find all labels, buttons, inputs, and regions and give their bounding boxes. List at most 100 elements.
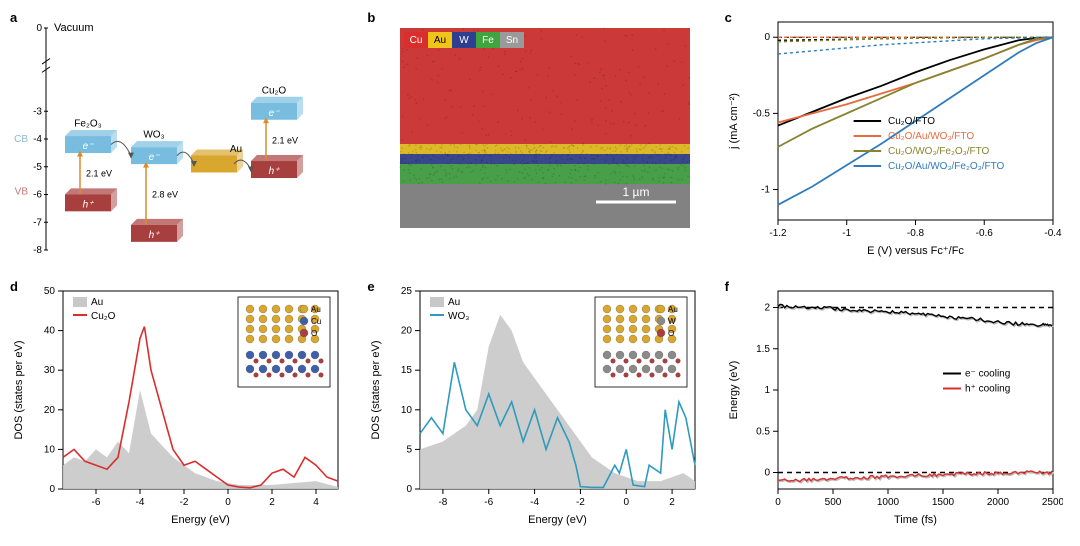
svg-text:Energy (eV): Energy (eV) [528,514,587,526]
svg-text:Cu: Cu [311,317,321,326]
svg-text:10: 10 [401,405,413,416]
panel-e-label: e [367,279,374,294]
svg-text:40: 40 [44,326,56,337]
svg-text:WO₃: WO₃ [143,130,164,141]
svg-text:h⁺: h⁺ [149,230,161,241]
svg-text:1500: 1500 [932,497,955,508]
svg-text:2500: 2500 [1042,497,1063,508]
svg-text:O: O [668,329,674,338]
svg-text:e⁻: e⁻ [269,108,281,119]
svg-text:-4: -4 [33,134,42,145]
panel-d: d -6-4-202401020304050Energy (eV)DOS (st… [8,277,357,538]
svg-text:-6: -6 [33,190,42,201]
svg-text:-0.5: -0.5 [752,108,770,119]
svg-text:-8: -8 [33,245,42,256]
svg-text:Fe: Fe [482,35,494,46]
svg-text:-1: -1 [842,228,851,239]
panel-a-label: a [10,10,17,25]
svg-text:Energy (eV): Energy (eV) [728,361,740,420]
svg-text:2.1 eV: 2.1 eV [86,169,112,179]
svg-text:0: 0 [624,497,630,508]
svg-text:1000: 1000 [877,497,900,508]
svg-text:15: 15 [401,365,413,376]
svg-text:-4: -4 [136,497,145,508]
svg-text:-3: -3 [33,106,42,117]
svg-text:30: 30 [44,365,56,376]
svg-text:W: W [460,35,470,46]
svg-text:0: 0 [225,497,231,508]
svg-text:Cu₂O: Cu₂O [262,85,287,96]
svg-text:2: 2 [269,497,275,508]
svg-text:2.8 eV: 2.8 eV [152,190,178,200]
figure-grid: a 0-3-4-5-6-7-8VacuumCBVBe⁻h⁺Fe₂O₃e⁻h⁺WO… [8,8,1072,538]
svg-text:e⁻ cooling: e⁻ cooling [965,369,1010,380]
svg-text:Time (fs): Time (fs) [894,514,937,526]
svg-text:h⁺: h⁺ [83,199,95,210]
panel-e-svg: -8-6-4-2020510152025Energy (eV)DOS (stat… [365,277,705,531]
svg-text:1: 1 [764,385,770,396]
svg-text:e⁻: e⁻ [83,141,95,152]
svg-text:2000: 2000 [987,497,1010,508]
svg-text:2.1 eV: 2.1 eV [272,135,298,145]
svg-text:DOS (states per eV): DOS (states per eV) [370,340,382,439]
svg-text:10: 10 [44,444,56,455]
svg-text:-2: -2 [576,497,585,508]
svg-text:20: 20 [401,326,413,337]
panel-a: a 0-3-4-5-6-7-8VacuumCBVBe⁻h⁺Fe₂O₃e⁻h⁺WO… [8,8,357,269]
panel-b: b Cu Au W Fe Sn 1 µm [365,8,714,269]
svg-text:0.5: 0.5 [756,426,770,437]
svg-text:-1: -1 [761,185,770,196]
svg-text:Au: Au [434,35,446,46]
svg-text:Cu₂O/FTO: Cu₂O/FTO [888,116,935,127]
svg-text:5: 5 [407,444,413,455]
svg-text:WO₃: WO₃ [448,311,469,322]
svg-text:h⁺: h⁺ [269,166,281,177]
svg-text:-0.4: -0.4 [1044,228,1062,239]
svg-text:25: 25 [401,286,413,297]
svg-text:Cu: Cu [410,35,423,46]
svg-text:1 µm: 1 µm [623,185,650,199]
svg-text:-7: -7 [33,217,42,228]
svg-text:Au: Au [668,305,678,314]
svg-text:-1.2: -1.2 [769,228,787,239]
svg-text:-4: -4 [530,497,539,508]
svg-text:0: 0 [36,23,42,34]
svg-text:VB: VB [15,187,29,198]
svg-text:W: W [668,317,676,326]
panel-b-label: b [367,10,375,25]
svg-text:0: 0 [764,32,770,43]
svg-text:Cu₂O: Cu₂O [91,311,116,322]
svg-text:-6: -6 [92,497,101,508]
panel-d-label: d [10,279,18,294]
svg-text:h⁺ cooling: h⁺ cooling [965,384,1010,395]
svg-text:0: 0 [775,497,781,508]
panel-f-label: f [725,279,729,294]
svg-text:E (V) versus Fc⁺/Fc: E (V) versus Fc⁺/Fc [867,245,964,257]
svg-text:50: 50 [44,286,56,297]
svg-text:Au: Au [311,305,321,314]
svg-text:e⁻: e⁻ [149,152,161,163]
svg-text:-2: -2 [180,497,189,508]
svg-text:-5: -5 [33,162,42,173]
svg-text:0: 0 [49,484,55,495]
panel-b-svg: Cu Au W Fe Sn 1 µm [365,8,705,262]
svg-text:CB: CB [14,134,28,145]
svg-text:0: 0 [407,484,413,495]
svg-text:Sn: Sn [506,35,518,46]
svg-text:-8: -8 [439,497,448,508]
svg-text:Cu₂O/Au/WO₃/FTO: Cu₂O/Au/WO₃/FTO [888,131,974,142]
svg-text:-6: -6 [485,497,494,508]
svg-text:O: O [311,329,317,338]
panel-a-svg: 0-3-4-5-6-7-8VacuumCBVBe⁻h⁺Fe₂O₃e⁻h⁺WO₃A… [8,8,348,262]
svg-text:Au: Au [91,297,103,308]
svg-text:Au: Au [230,144,242,155]
svg-text:-0.6: -0.6 [975,228,993,239]
panel-c: c -1.2-1-0.8-0.6-0.40-0.5-1E (V) versus … [723,8,1072,269]
panel-f-svg: 0500100015002000250000.511.52Time (fs)En… [723,277,1063,531]
svg-text:2: 2 [764,303,770,314]
panel-d-svg: -6-4-202401020304050Energy (eV)DOS (stat… [8,277,348,531]
svg-text:DOS (states per eV): DOS (states per eV) [13,340,25,439]
panel-f: f 0500100015002000250000.511.52Time (fs)… [723,277,1072,538]
svg-text:500: 500 [824,497,841,508]
svg-text:Au: Au [448,297,460,308]
